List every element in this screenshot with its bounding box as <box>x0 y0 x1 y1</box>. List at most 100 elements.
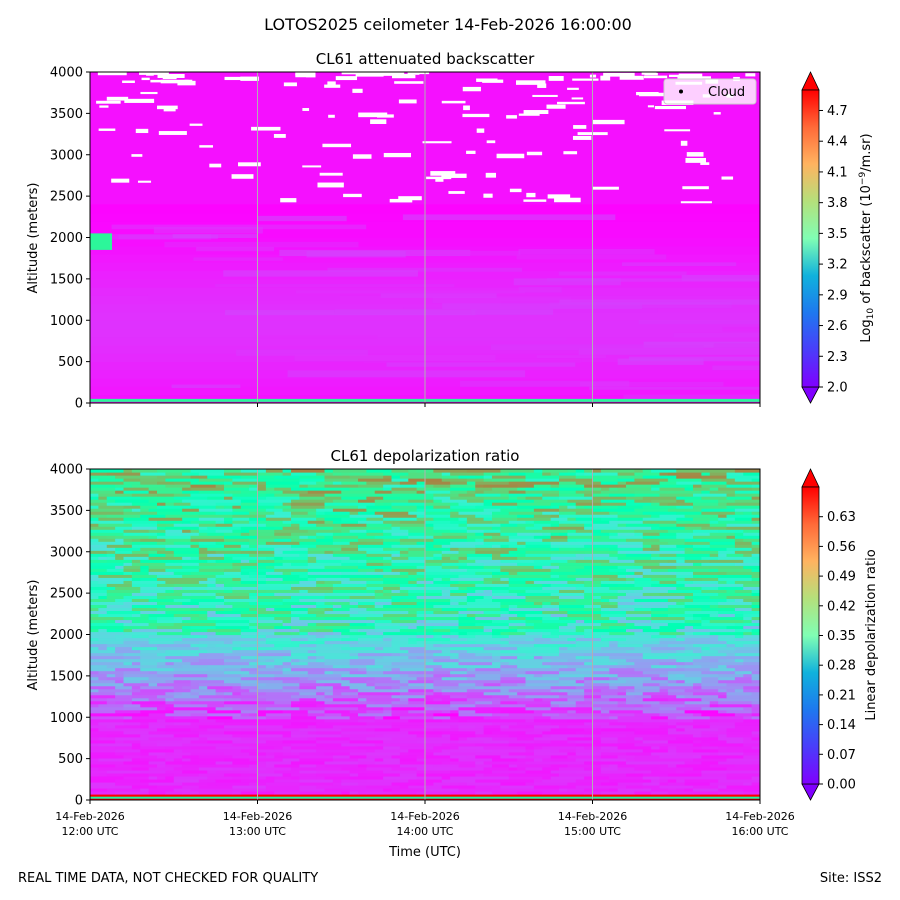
depolarization-cell <box>366 790 393 795</box>
depolarization-cell <box>131 502 158 506</box>
depolarization-cell <box>458 781 468 786</box>
depolarization-cell <box>131 607 158 612</box>
depolarization-cell <box>349 661 376 666</box>
depolarization-cell <box>182 691 192 696</box>
depolarization-cell <box>307 733 342 738</box>
depolarization-cell <box>492 718 510 723</box>
depolarization-cell <box>198 505 217 509</box>
depolarization-cell <box>617 547 644 551</box>
depolarization-cell <box>341 676 376 681</box>
depolarization-cell <box>483 475 493 479</box>
depolarization-cell <box>182 472 192 476</box>
depolarization-cell <box>450 649 468 654</box>
depolarization-cell <box>173 523 200 527</box>
depolarization-cell <box>282 661 292 666</box>
depolarization-cell <box>190 616 200 621</box>
depolarization-cell <box>617 640 652 645</box>
depolarization-cell <box>425 685 434 690</box>
depolarization-cell <box>550 517 568 521</box>
depolarization-cell <box>701 499 719 503</box>
depolarization-cell <box>257 664 267 669</box>
depolarization-cell <box>341 547 359 551</box>
depolarization-cell <box>123 571 133 575</box>
cloud-patch <box>251 126 281 131</box>
depolarization-cell <box>366 703 393 708</box>
depolarization-cell <box>425 748 443 753</box>
depolarization-cell <box>751 553 760 557</box>
depolarization-cell <box>726 481 753 485</box>
depolarization-cell <box>676 715 711 720</box>
depolarization-cell <box>349 721 367 726</box>
depolarization-cell <box>408 577 418 581</box>
depolarization-cell <box>332 553 367 557</box>
depolarization-cell <box>709 553 719 557</box>
depolarization-cell <box>224 490 242 494</box>
depolarization-cell <box>257 583 292 587</box>
depolarization-cell <box>123 595 158 599</box>
depolarization-cell <box>425 532 443 536</box>
depolarization-cell <box>609 559 635 563</box>
depolarization-cell <box>173 784 183 789</box>
depolarization-cell <box>291 751 300 756</box>
depolarization-cell <box>224 532 242 536</box>
depolarization-cell <box>508 640 543 645</box>
depolarization-cell <box>584 469 594 473</box>
depolarization-cell <box>115 550 133 554</box>
depolarization-cell <box>525 580 535 584</box>
depolarization-cell <box>307 649 317 654</box>
depolarization-cell <box>90 640 125 645</box>
depolarization-cell <box>157 682 192 687</box>
depolarization-cell <box>634 508 669 512</box>
depolarization-cell <box>701 742 711 747</box>
depolarization-cell <box>224 724 259 729</box>
depolarization-cell <box>676 649 686 654</box>
depolarization-cell <box>709 487 719 491</box>
depolarization-cell <box>131 508 141 512</box>
depolarization-cell <box>157 670 192 675</box>
depolarization-cell <box>399 679 409 684</box>
depolarization-cell <box>299 484 309 488</box>
depolarization-cell <box>90 655 125 660</box>
depolarization-cell <box>148 697 166 702</box>
depolarization-cell <box>609 721 644 726</box>
depolarization-cell <box>533 484 552 488</box>
backscatter-streak <box>518 286 562 293</box>
depolarization-cell <box>517 658 552 663</box>
depolarization-cell <box>466 586 493 590</box>
depolarization-cell <box>358 715 376 720</box>
y-tick-label: 3500 <box>50 107 83 122</box>
depolarization-cell <box>182 586 208 590</box>
backscatter-streak <box>579 381 724 387</box>
depolarization-cell <box>173 613 200 618</box>
depolarization-cell <box>157 661 166 666</box>
depolarization-cell <box>349 529 367 533</box>
depolarization-cell <box>693 484 702 488</box>
depolarization-cell <box>458 556 468 560</box>
depolarization-cell <box>165 553 175 557</box>
depolarization-cell <box>148 640 175 645</box>
depolarization-cell <box>316 643 334 648</box>
depolarization-cell <box>90 739 116 744</box>
depolarization-cell <box>358 772 367 777</box>
depolarization-cell <box>525 637 535 642</box>
depolarization-cell <box>198 517 225 521</box>
depolarization-cell <box>734 511 744 515</box>
depolarization-cell <box>609 787 619 792</box>
depolarization-cell <box>173 541 200 545</box>
depolarization-cell <box>550 484 560 488</box>
depolarization-cell <box>684 514 719 518</box>
depolarization-cell <box>190 712 208 717</box>
depolarization-cell <box>307 562 342 566</box>
depolarization-cell <box>642 784 661 789</box>
depolarization-cell <box>718 601 753 606</box>
depolarization-cell <box>282 688 317 693</box>
depolarization-cell <box>215 691 225 696</box>
depolarization-cell <box>667 655 702 660</box>
depolarization-cell <box>567 793 577 798</box>
depolarization-cell <box>291 766 317 771</box>
depolarization-cell <box>634 670 644 675</box>
backscatter-streak <box>402 214 616 221</box>
depolarization-cell <box>726 727 760 732</box>
depolarization-cell <box>106 544 133 548</box>
depolarization-cell <box>148 715 175 720</box>
